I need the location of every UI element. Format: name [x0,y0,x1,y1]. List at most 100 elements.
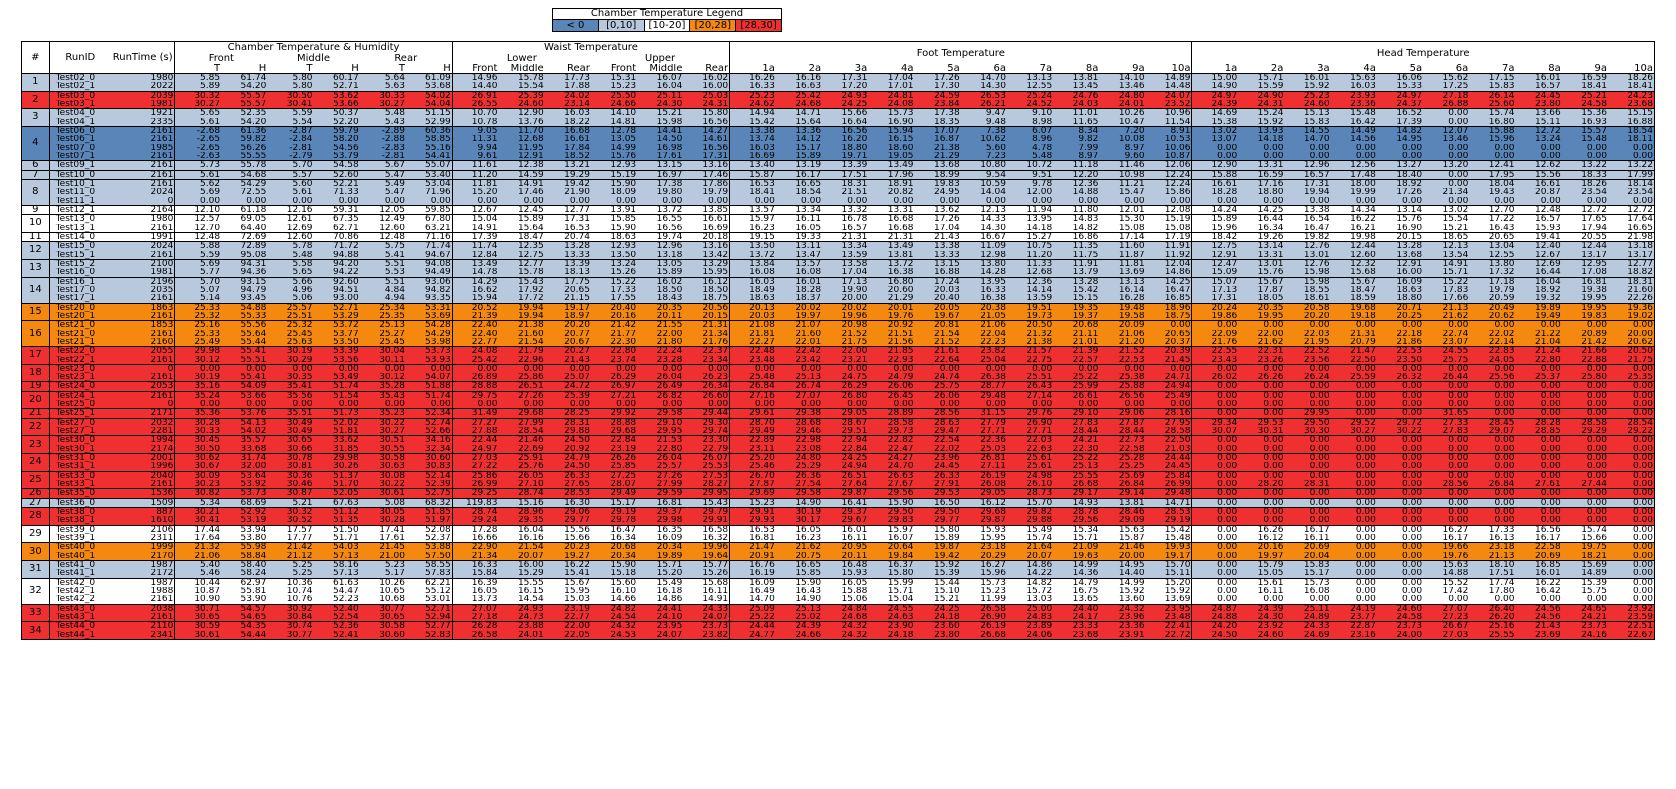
value-cell: 21.32 [1026,329,1053,338]
value-cell: 10.65 [379,587,405,596]
value-cell: 23.52 [1164,99,1191,109]
value-cell: 30.58 [359,621,406,631]
value-cell: 54.56 [332,143,359,152]
value-cell: 15.83 [1488,82,1515,92]
value-cell: 30.60 [405,453,453,463]
value-cell: 0.00 [1402,516,1423,526]
value-cell: 20.56 [683,302,730,312]
value-cell: 26.02 [1191,373,1239,382]
value-cell: 20.58 [1284,302,1331,312]
value-cell: 0.00 [1191,435,1239,445]
value-cell: 13.14 [1376,204,1424,215]
value-cell: 15.04 [451,214,499,224]
run-id-cell: Test40_0 [49,542,111,552]
value-cell: 23.36 [1350,99,1376,109]
column-header-chamber: T [359,64,406,74]
value-cell: 28.78 [1053,507,1100,517]
value-cell: 17.88 [564,82,590,92]
value-cell: 5.60 [985,143,1006,152]
value-cell: 29.53 [1238,417,1285,428]
value-cell: 24.08 [451,346,499,356]
value-cell: 12.24 [1145,178,1192,189]
table-row: Test25_0 0 0.00 0.00 0.00 0.00 0.00 0.00 0.00 0.0… [21,400,1655,409]
value-cell: 22.51 [1607,621,1655,631]
value-cell: 30.28 [379,516,405,526]
value-cell: 5.17 [384,569,405,579]
value-cell: 5.08 [359,497,406,508]
value-cell: 0.00 [1515,488,1562,499]
value-cell: 27.03 [451,453,499,463]
value-cell: 29.49 [729,427,776,436]
value-cell: 24.39 [1191,99,1239,109]
value-cell: 0.00 [1402,444,1423,454]
value-cell: 25.84 [1145,470,1192,481]
value-cell: 28.96 [498,507,545,517]
value-cell: 0.00 [1191,551,1239,561]
runtime-cell: 2024 [110,241,175,251]
value-cell: 21.34 [702,329,729,338]
value-cell: 22.87 [1330,621,1377,631]
value-cell: 28.74 [498,488,545,499]
column-header-foot: 8a [1053,64,1100,74]
value-cell: 53.73 [405,346,453,356]
value-cell: 13.62 [914,204,961,215]
value-cell: 94.22 [332,268,359,278]
value-cell: 53.73 [221,488,268,499]
row-group-index: 17 [21,346,50,365]
value-cell: 5.69 [174,258,222,269]
value-cell: 15.00 [1191,73,1239,83]
value-cell: 12.47 [1191,258,1239,269]
value-cell: 17.61 [379,534,405,543]
value-cell: 5.25 [292,569,313,579]
value-cell: 25.45 [286,329,313,338]
value-cell: 0.00 [662,400,683,409]
value-cell: 31.74 [221,453,268,463]
value-cell: 14.82 [1376,125,1424,136]
value-cell: 19.95 [1257,311,1284,321]
value-cell: 19.95 [1561,302,1608,312]
column-header-foot: 9a [1099,64,1146,74]
value-cell: 16.90 [887,117,914,127]
value-cell: 53.93 [425,355,451,365]
value-cell: 16.05 [775,524,823,535]
value-cell: 21.60 [1627,285,1653,295]
value-cell: 15.11 [1534,117,1561,127]
header-group-foot: Foot Temperature [729,41,1192,64]
value-cell: 16.10 [610,587,637,596]
value-cell: 0.00 [1376,453,1424,463]
value-cell: 0.00 [1402,196,1423,206]
value-cell: 12.06 [1145,160,1192,171]
value-cell: 0.00 [1330,320,1377,330]
value-cell: 0.00 [1607,497,1655,508]
value-cell: 14.61 [702,135,729,144]
value-cell: 24.73 [517,613,544,622]
value-cell: 30.84 [286,613,313,622]
value-cell: 4.94 [384,294,405,304]
value-cell: 16.65 [775,178,823,189]
value-cell: 29.44 [683,408,730,419]
value-cell: 18.31 [1607,276,1655,286]
value-cell: 21.01 [1072,337,1099,347]
value-cell: 27.33 [1423,417,1470,428]
value-cell: 54.02 [405,90,453,100]
header-chamber-rear: Rear [359,53,453,64]
value-cell: 23.73 [1376,621,1424,631]
value-cell: 19.26 [1238,231,1285,242]
value-cell: 16.35 [637,524,684,535]
value-cell: 5.73 [174,160,222,171]
value-cell: 24.05 [1488,355,1515,365]
value-cell: 28.73 [1006,488,1054,499]
value-cell: 54.02 [240,427,267,436]
value-cell: 19.29 [544,169,591,180]
value-cell: 25.53 [702,462,729,472]
column-header-foot: 4a [868,64,915,74]
value-cell: 21.29 [887,294,914,304]
value-cell: 19.17 [544,302,591,312]
value-cell: 29.38 [775,408,823,419]
run-id-cell: Test03_1 [55,99,96,109]
value-cell: 12.91 [517,151,544,161]
value-cell: 21.47 [729,542,776,552]
value-cell: 24.07 [1145,90,1192,100]
value-cell: 23.84 [933,99,960,109]
value-cell: 0.00 [1355,595,1376,605]
